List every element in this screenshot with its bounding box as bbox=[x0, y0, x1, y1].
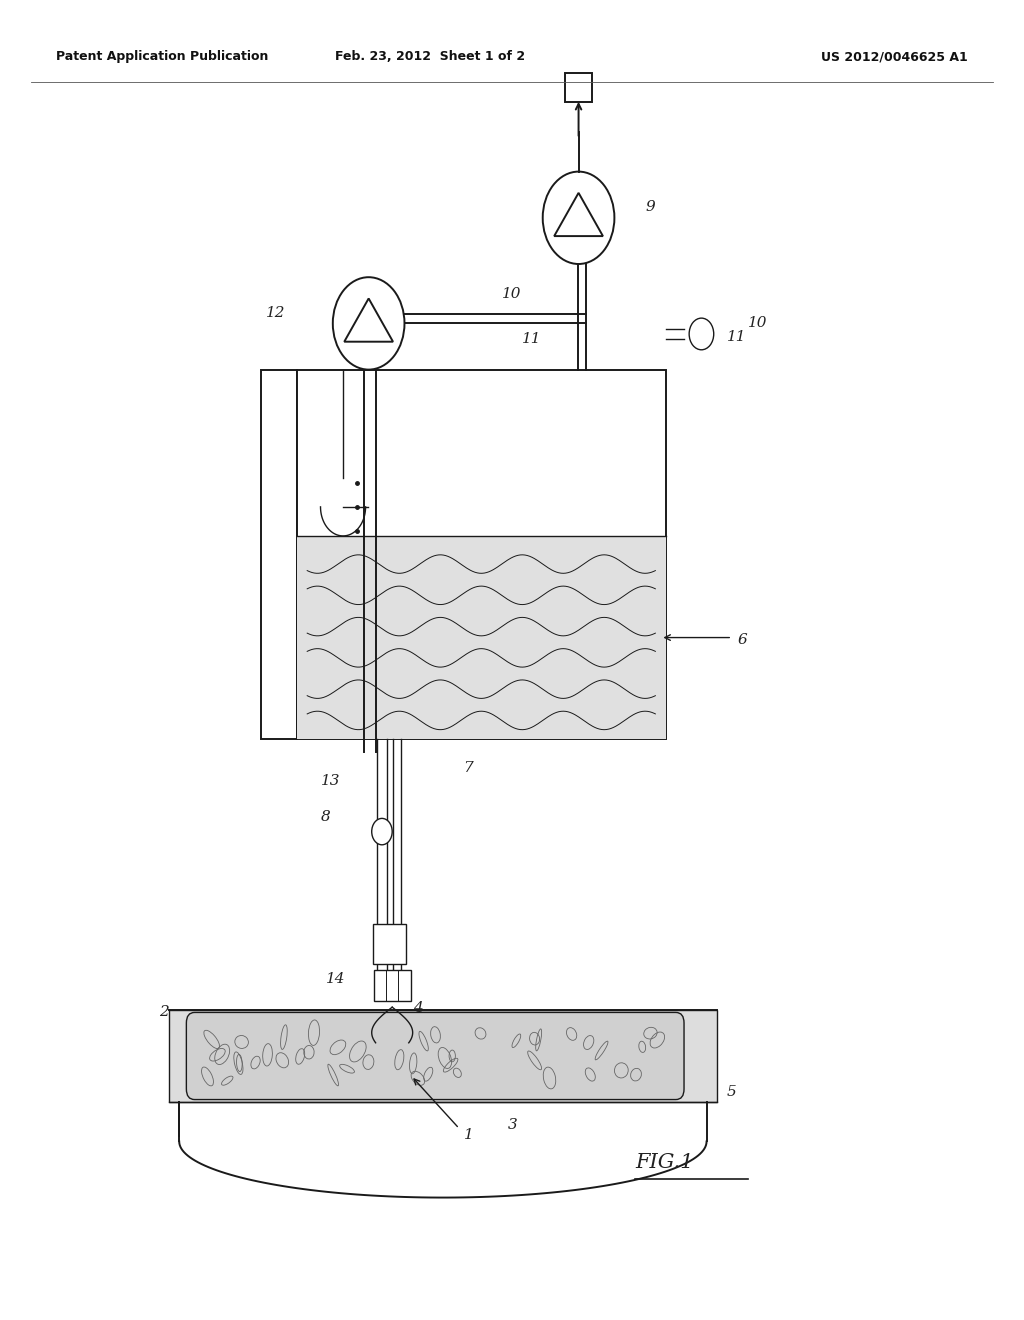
Text: 5: 5 bbox=[727, 1085, 737, 1098]
Text: 11: 11 bbox=[727, 330, 746, 343]
Circle shape bbox=[333, 277, 404, 370]
Text: 2: 2 bbox=[159, 1006, 169, 1019]
Bar bbox=[374, 970, 411, 1001]
Text: 13: 13 bbox=[321, 775, 340, 788]
Bar bbox=[565, 73, 592, 102]
Text: Feb. 23, 2012  Sheet 1 of 2: Feb. 23, 2012 Sheet 1 of 2 bbox=[335, 50, 525, 63]
Text: Patent Application Publication: Patent Application Publication bbox=[56, 50, 268, 63]
Text: 4: 4 bbox=[413, 1002, 423, 1015]
Text: 11: 11 bbox=[522, 333, 542, 346]
Bar bbox=[373, 924, 406, 964]
Bar bbox=[297, 370, 666, 739]
Circle shape bbox=[689, 318, 714, 350]
Bar bbox=[297, 536, 666, 739]
Text: 9: 9 bbox=[645, 201, 655, 214]
Text: FIG.1: FIG.1 bbox=[635, 1154, 693, 1172]
Text: 8: 8 bbox=[321, 810, 331, 824]
Text: 7: 7 bbox=[463, 762, 473, 775]
Text: 1: 1 bbox=[464, 1129, 474, 1142]
Bar bbox=[261, 370, 297, 739]
Text: 12: 12 bbox=[266, 306, 286, 319]
Text: 6: 6 bbox=[737, 634, 748, 647]
Text: US 2012/0046625 A1: US 2012/0046625 A1 bbox=[821, 50, 968, 63]
Text: 10: 10 bbox=[748, 317, 767, 330]
Circle shape bbox=[543, 172, 614, 264]
Text: 10: 10 bbox=[502, 288, 521, 301]
FancyBboxPatch shape bbox=[186, 1012, 684, 1100]
Bar bbox=[169, 1010, 717, 1102]
Text: 3: 3 bbox=[508, 1118, 517, 1131]
Circle shape bbox=[372, 818, 392, 845]
Text: 14: 14 bbox=[326, 973, 345, 986]
